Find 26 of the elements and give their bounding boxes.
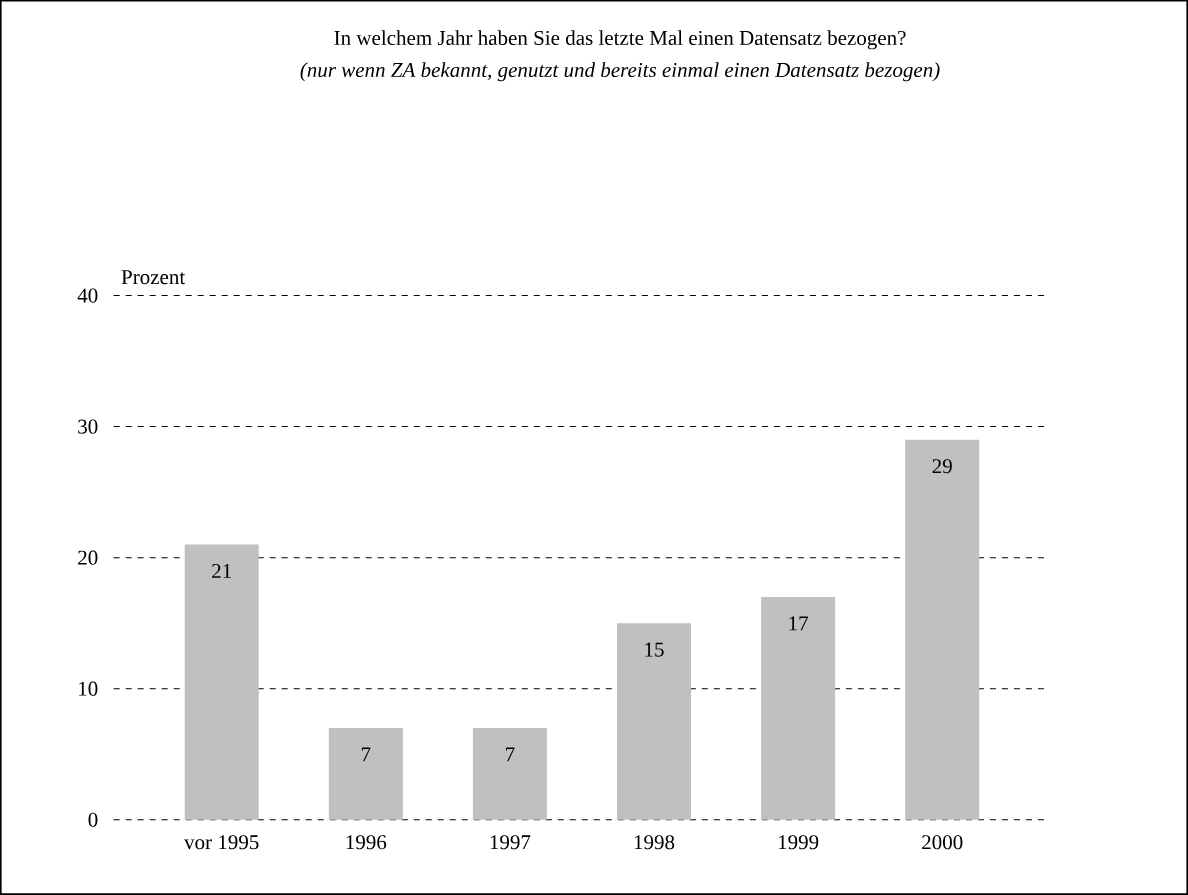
x-tick-label: 1996 — [346, 835, 387, 850]
bar — [184, 544, 259, 820]
y-tick-label: 30 — [78, 419, 98, 434]
y-tick-label: 20 — [78, 550, 98, 565]
bar — [761, 597, 836, 820]
data-label: 21 — [212, 564, 231, 578]
x-tick-label: 1997 — [490, 835, 531, 850]
chart-subtitle: (nur wenn ZA bekannt, genutzt und bereits einmal einen Datensatz bezogen) — [300, 62, 940, 82]
y-axis-title: Prozent — [121, 270, 186, 285]
data-label: 15 — [645, 642, 664, 657]
y-tick-label: 10 — [79, 681, 98, 696]
bar — [328, 728, 403, 820]
data-label: 7 — [361, 747, 371, 762]
bar — [472, 728, 547, 820]
data-label: 17 — [789, 616, 808, 631]
bar — [617, 623, 692, 820]
chart-title: In welchem Jahr haben Sie das letzte Mal einen Datensatz bezogen? — [334, 30, 906, 50]
data-label: 7 — [506, 747, 515, 762]
x-tick-label: 1999 — [778, 835, 819, 850]
x-tick-label: vor 1995 — [184, 835, 259, 850]
bar — [905, 439, 980, 820]
y-tick-label: 40 — [77, 288, 98, 303]
y-tick-label: 0 — [88, 812, 98, 827]
x-tick-label: 1998 — [634, 835, 675, 850]
data-label: 29 — [932, 459, 952, 474]
x-tick-label: 2000 — [922, 835, 963, 850]
